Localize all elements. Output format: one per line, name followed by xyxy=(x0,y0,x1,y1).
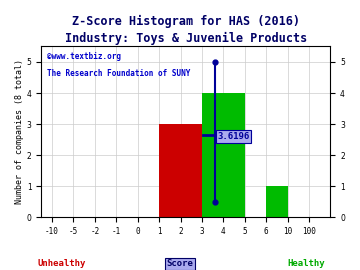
Text: Score: Score xyxy=(167,259,193,268)
Bar xyxy=(266,186,288,217)
Text: ©www.textbiz.org: ©www.textbiz.org xyxy=(47,52,121,60)
Text: The Research Foundation of SUNY: The Research Foundation of SUNY xyxy=(47,69,190,77)
Y-axis label: Number of companies (8 total): Number of companies (8 total) xyxy=(15,59,24,204)
Text: 3.6196: 3.6196 xyxy=(217,132,249,141)
Bar xyxy=(159,124,202,217)
Bar xyxy=(202,93,245,217)
Text: Healthy: Healthy xyxy=(287,259,325,268)
Text: Unhealthy: Unhealthy xyxy=(37,259,85,268)
Title: Z-Score Histogram for HAS (2016)
Industry: Toys & Juvenile Products: Z-Score Histogram for HAS (2016) Industr… xyxy=(65,15,307,45)
